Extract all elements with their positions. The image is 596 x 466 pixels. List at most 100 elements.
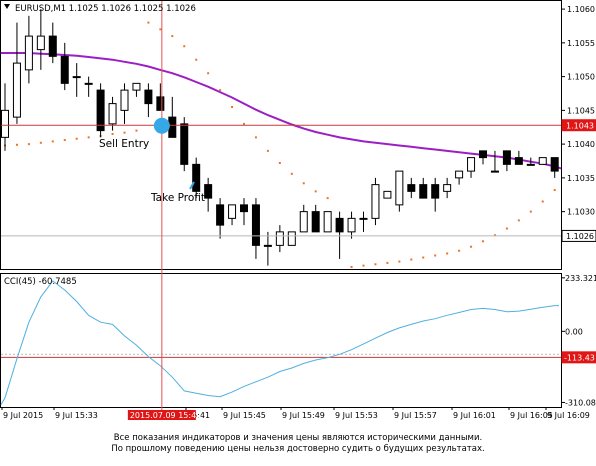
candle-body bbox=[108, 103, 117, 125]
sar-dot bbox=[446, 252, 449, 255]
time-axis-label: 9 Jul 15:45 bbox=[223, 411, 266, 420]
candle-body bbox=[132, 82, 141, 91]
sar-dot bbox=[159, 28, 162, 31]
sar-dot bbox=[326, 197, 329, 200]
candle-body bbox=[84, 82, 93, 85]
time-axis-label: 9 Jul 16:09 bbox=[547, 411, 590, 420]
candle-body bbox=[287, 231, 296, 246]
levels-layer: 1.1043 1.1026 bbox=[1, 119, 596, 242]
time-axis-label: 9 Jul 15:57 bbox=[394, 411, 437, 420]
price-axis: 1.1060 1.1055 1.1050 1.1045 1.1040 1.1035 1.10… bbox=[561, 5, 595, 217]
sar-dot bbox=[290, 172, 293, 175]
time-axis: 9 Jul 2015 9 Jul 15:33 15:41 9 Jul 15:45 9 J… bbox=[1, 407, 590, 420]
cci-tag-label: -113.43 bbox=[564, 354, 595, 363]
moving-average-line bbox=[1, 52, 562, 170]
price-axis-label: 1.1060 bbox=[567, 5, 595, 14]
price-axis-label: 1.1055 bbox=[567, 39, 595, 48]
candle-body bbox=[502, 150, 511, 165]
candle-body bbox=[168, 116, 177, 138]
price-axis-label: 1.1045 bbox=[567, 106, 595, 115]
sar-dot bbox=[278, 162, 281, 165]
candle-body bbox=[371, 184, 380, 219]
candle-body bbox=[311, 211, 320, 233]
cursor-time-label: 2015.07.09 15:40 bbox=[130, 411, 201, 420]
time-axis-label: 9 Jul 2015 bbox=[3, 411, 43, 420]
sar-dot bbox=[207, 72, 210, 75]
sar-dot bbox=[517, 219, 520, 222]
sar-dot bbox=[398, 260, 401, 263]
candle-body bbox=[144, 89, 153, 105]
sar-dot bbox=[183, 45, 186, 48]
sar-dot bbox=[266, 149, 269, 152]
sar-dot bbox=[87, 136, 90, 139]
candle-body bbox=[12, 62, 21, 118]
sar-dot bbox=[350, 265, 353, 268]
sar-dot bbox=[111, 132, 114, 135]
candle-body bbox=[48, 35, 57, 57]
title-arrow-icon bbox=[4, 4, 10, 9]
sar-dot bbox=[15, 143, 18, 146]
sar-dot bbox=[195, 58, 198, 61]
crosshair-layer bbox=[153, 1, 195, 415]
cursor-time-box bbox=[127, 410, 196, 420]
price-panel-frame bbox=[0, 0, 562, 270]
candles-layer bbox=[1, 9, 559, 266]
price-axis-label: 1.1030 bbox=[567, 208, 595, 217]
cci-line-layer bbox=[0, 280, 559, 405]
time-axis-label: 9 Jul 15:33 bbox=[55, 411, 98, 420]
take-profit-marker bbox=[189, 181, 195, 190]
candle-body bbox=[395, 170, 404, 206]
sar-dot bbox=[482, 240, 484, 243]
candle-body bbox=[60, 55, 69, 84]
cci-axis-label: 233.3216 bbox=[565, 274, 596, 283]
candle-body bbox=[347, 217, 356, 233]
candle-body bbox=[467, 157, 476, 172]
time-axis-label: 15:41 bbox=[187, 411, 210, 420]
cci-line bbox=[0, 280, 559, 405]
sar-dot bbox=[505, 227, 508, 230]
candle-body bbox=[419, 184, 428, 199]
sell-entry-label: Sell Entry bbox=[99, 138, 149, 150]
price-tag-box bbox=[561, 229, 596, 242]
main-chart-title: EURUSD,M1 1.1025 1.1026 1.1025 1.1026 bbox=[15, 4, 196, 14]
sar-dot bbox=[231, 105, 234, 108]
disclaimer-line-1: Все показания индикаторов и значения цен… bbox=[113, 433, 483, 443]
candle-body bbox=[323, 211, 332, 233]
sar-dot bbox=[147, 21, 150, 24]
candle-body bbox=[431, 184, 440, 199]
candle-body bbox=[24, 35, 33, 71]
candle-body bbox=[335, 217, 344, 233]
sar-dot bbox=[27, 143, 30, 146]
candle-body bbox=[120, 89, 129, 111]
candle-body bbox=[251, 204, 260, 246]
sar-dot bbox=[470, 245, 473, 248]
price-axis-label: 1.1035 bbox=[567, 174, 595, 183]
cci-panel-frame bbox=[0, 273, 562, 408]
sar-dot bbox=[39, 141, 42, 144]
sar-dot bbox=[493, 234, 496, 237]
sar-dot bbox=[51, 140, 54, 143]
candle-body bbox=[36, 35, 45, 51]
sar-dot bbox=[434, 254, 437, 257]
disclaimer-line-2: По прошлому поведению цены нельзя достов… bbox=[111, 444, 485, 454]
sar-dot bbox=[410, 258, 413, 261]
sar-dot bbox=[458, 249, 461, 252]
candle-body bbox=[72, 76, 81, 79]
candle-body bbox=[263, 244, 272, 247]
candle-body bbox=[526, 163, 535, 166]
price-tag-label: 1.1043 bbox=[566, 121, 594, 130]
candle-body bbox=[299, 211, 308, 233]
moving-average-layer bbox=[1, 52, 562, 170]
candle-body bbox=[550, 157, 559, 172]
cci-title: CCI(45) -60.7485 bbox=[4, 277, 77, 287]
sar-dot bbox=[135, 129, 138, 132]
candle-body bbox=[156, 96, 165, 111]
sar-dot bbox=[541, 200, 544, 203]
candle-body bbox=[1, 109, 9, 138]
price-tag-label: 1.1026 bbox=[566, 232, 594, 241]
candle-body bbox=[96, 89, 105, 132]
cci-axis: 233.32160.00-100-310.08-113.43 bbox=[1, 274, 596, 407]
candle-body bbox=[216, 204, 225, 226]
candle-body bbox=[455, 170, 464, 179]
time-axis-label: 9 Jul 16:01 bbox=[453, 411, 496, 420]
